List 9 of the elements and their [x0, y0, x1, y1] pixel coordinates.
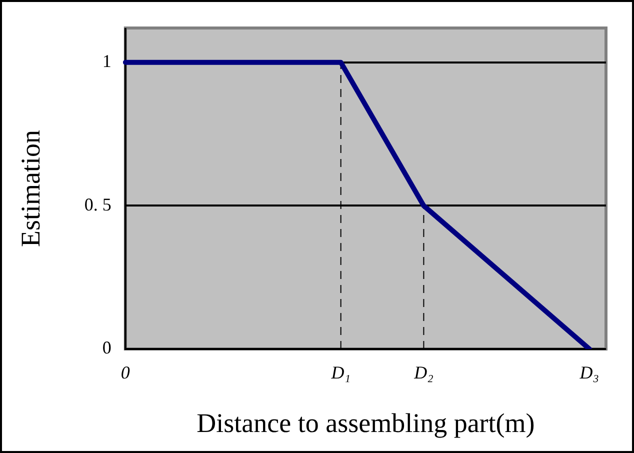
x-tick-label: D₃: [578, 362, 600, 383]
y-tick-label: 0. 5: [84, 194, 112, 214]
x-tick-label: D₂: [413, 362, 434, 383]
x-tick-label: D₁: [330, 362, 350, 383]
x-tick-label: 0: [120, 362, 130, 383]
y-tick-label: 0: [102, 338, 112, 358]
y-tick-label: 1: [102, 51, 112, 72]
x-axis-title: Distance to assembling part(m): [196, 408, 535, 438]
y-axis-title: Estimation: [15, 130, 46, 247]
